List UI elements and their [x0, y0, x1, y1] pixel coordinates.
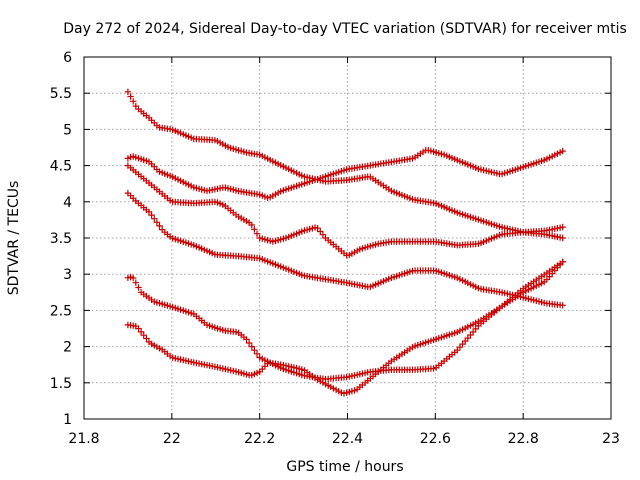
y-tick-label: 5.5 — [50, 86, 72, 102]
x-tick-label: 23 — [602, 431, 620, 447]
axis-ticks: 21.8 22 22.2 22.4 22.6 22.8 23 1 1.5 2 2.5 3 3.5 4 4.5… — [50, 50, 620, 447]
data-point — [156, 222, 163, 230]
data-point — [314, 225, 321, 232]
data-point — [135, 284, 142, 291]
data-point — [251, 226, 258, 233]
x-tick-label: 22.2 — [244, 431, 275, 447]
data-point — [143, 335, 150, 342]
data-point — [151, 215, 158, 222]
y-tick-label: 3.5 — [50, 231, 72, 247]
data-point — [153, 219, 161, 226]
y-tick-label: 1.5 — [50, 376, 72, 392]
data-point — [559, 302, 566, 309]
x-axis-label: GPS time / hours — [286, 459, 403, 475]
x-tick-label: 22.6 — [420, 431, 451, 447]
y-tick-label: 6 — [63, 50, 72, 66]
series-trace-a — [124, 88, 566, 236]
data-point — [559, 223, 566, 231]
y-tick-label: 2.5 — [50, 303, 72, 319]
data-point — [559, 147, 566, 155]
data-point — [248, 221, 255, 229]
data-point — [559, 234, 566, 242]
y-tick-label: 5 — [63, 122, 72, 138]
chart-title: Day 272 of 2024, Sidereal Day-to-day VTE… — [63, 21, 627, 37]
data-point — [253, 350, 261, 357]
series-trace-d — [124, 189, 566, 309]
data-point — [135, 325, 142, 332]
data-point — [132, 279, 139, 286]
x-tick-label: 22.4 — [332, 431, 363, 447]
data-marks — [124, 88, 566, 397]
y-tick-label: 4.5 — [50, 159, 72, 175]
data-point — [130, 274, 137, 282]
y-tick-label: 4 — [63, 195, 72, 211]
data-point — [148, 211, 155, 219]
y-axis-label: SDTVAR / TECUs — [6, 181, 22, 296]
data-point — [319, 231, 327, 238]
data-point — [251, 347, 258, 354]
data-point — [124, 88, 132, 95]
data-point — [559, 258, 566, 266]
data-point — [130, 98, 137, 105]
x-tick-label: 22 — [163, 431, 181, 447]
series-trace-b — [124, 147, 566, 201]
data-point — [137, 328, 145, 336]
data-point — [248, 343, 255, 350]
data-point — [245, 339, 253, 347]
y-tick-label: 2 — [63, 340, 72, 356]
plot-frame — [83, 56, 612, 420]
data-point — [243, 336, 250, 343]
series-trace-f — [124, 258, 566, 397]
x-tick-label: 22.8 — [508, 431, 539, 447]
data-point — [140, 332, 147, 339]
data-point — [127, 93, 134, 100]
grid — [84, 57, 611, 419]
y-tick-label: 3 — [63, 267, 72, 283]
series-trace-c — [124, 162, 566, 259]
y-tick-label: 1 — [63, 412, 72, 428]
x-tick-label: 21.8 — [68, 431, 99, 447]
data-point — [253, 230, 261, 237]
